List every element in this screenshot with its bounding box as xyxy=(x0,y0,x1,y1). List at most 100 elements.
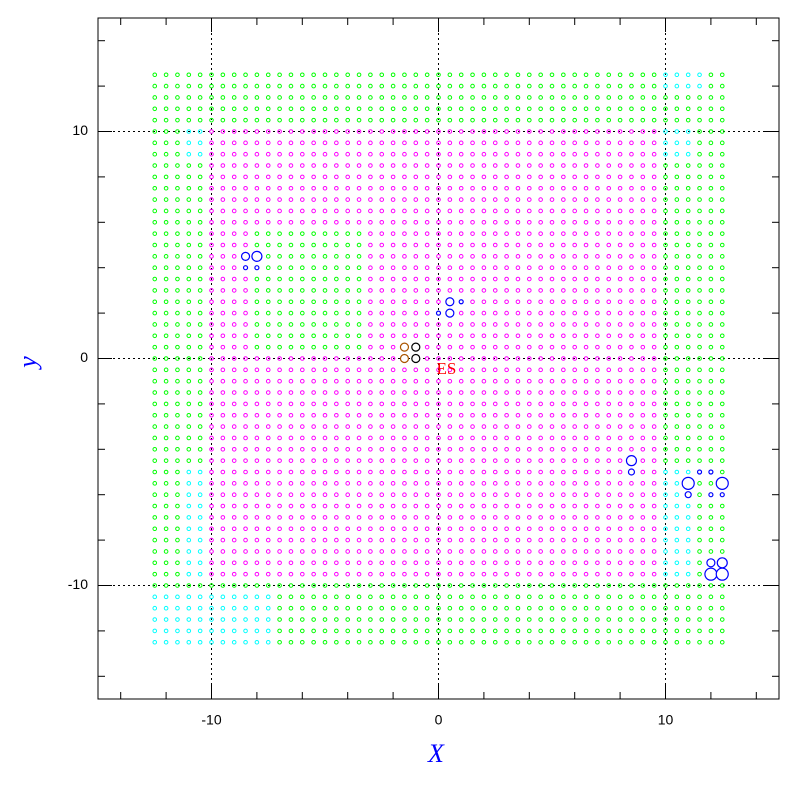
grid-point xyxy=(504,288,509,293)
grid-point xyxy=(311,220,316,225)
grid-point xyxy=(175,95,180,100)
grid-point xyxy=(345,639,351,645)
grid-point xyxy=(175,254,180,259)
grid-point xyxy=(538,617,543,622)
grid-point xyxy=(458,378,464,384)
grid-point xyxy=(220,571,226,577)
grid-point xyxy=(629,503,634,509)
grid-point xyxy=(629,583,634,588)
grid-point xyxy=(640,333,646,339)
grid-point xyxy=(322,356,328,361)
grid-point xyxy=(436,129,441,134)
grid-point xyxy=(481,378,487,384)
grid-point xyxy=(492,481,498,486)
grid-point xyxy=(334,140,339,146)
grid-point xyxy=(719,231,725,236)
grid-point xyxy=(334,242,339,248)
grid-point xyxy=(515,95,521,100)
grid-point xyxy=(152,617,158,622)
grid-point xyxy=(617,174,623,180)
grid-point xyxy=(402,537,407,543)
grid-point xyxy=(390,515,396,520)
grid-point xyxy=(322,537,328,543)
grid-point xyxy=(243,288,248,293)
grid-point xyxy=(504,412,509,418)
grid-point xyxy=(458,412,464,418)
grid-point xyxy=(231,560,237,566)
grid-point xyxy=(311,322,316,327)
grid-point xyxy=(504,83,509,89)
grid-point xyxy=(685,106,691,112)
grid-point xyxy=(595,378,600,384)
grid-point xyxy=(492,140,498,146)
grid-point xyxy=(719,72,725,78)
grid-point xyxy=(606,185,612,191)
grid-point xyxy=(685,390,691,395)
grid-point xyxy=(481,83,487,89)
grid-point xyxy=(334,231,339,236)
grid-point xyxy=(243,424,248,429)
grid-point xyxy=(492,503,498,509)
grid-point xyxy=(368,106,373,112)
grid-point xyxy=(663,242,668,248)
grid-point xyxy=(311,401,316,407)
grid-point xyxy=(640,72,646,78)
grid-point xyxy=(300,185,305,191)
grid-point xyxy=(719,140,725,146)
grid-point xyxy=(436,254,441,259)
grid-point xyxy=(322,231,328,236)
grid-point xyxy=(515,333,521,339)
grid-point xyxy=(345,265,351,271)
grid-point xyxy=(538,140,543,146)
grid-point xyxy=(356,367,362,373)
grid-point xyxy=(561,412,566,418)
grid-point xyxy=(504,469,509,475)
grid-point xyxy=(345,185,351,191)
grid-point xyxy=(708,106,714,112)
grid-point xyxy=(458,503,464,509)
grid-point xyxy=(674,458,680,463)
grid-point xyxy=(402,594,407,600)
grid-point xyxy=(231,639,237,645)
grid-point xyxy=(220,208,226,214)
grid-point xyxy=(458,129,464,134)
grid-point xyxy=(458,390,464,395)
grid-point xyxy=(311,594,316,600)
grid-point xyxy=(674,628,680,634)
grid-point xyxy=(651,299,657,305)
grid-point xyxy=(583,378,589,384)
grid-point xyxy=(390,140,396,146)
grid-point xyxy=(606,447,612,452)
grid-point xyxy=(300,83,305,89)
grid-point xyxy=(334,583,339,588)
grid-point xyxy=(300,617,305,622)
grid-point xyxy=(197,390,203,395)
grid-point xyxy=(277,231,282,236)
grid-point xyxy=(561,140,566,146)
grid-point xyxy=(504,299,509,305)
grid-point xyxy=(481,549,487,554)
grid-point xyxy=(345,333,351,339)
grid-point xyxy=(186,254,192,259)
grid-point xyxy=(209,605,214,611)
grid-point xyxy=(152,390,158,395)
grid-point xyxy=(311,288,316,293)
grid-point xyxy=(368,378,373,384)
grid-point xyxy=(697,503,702,509)
grid-point xyxy=(492,526,498,532)
grid-point xyxy=(209,481,214,486)
grid-point xyxy=(265,378,271,384)
grid-point xyxy=(640,83,646,89)
grid-point xyxy=(663,469,668,475)
grid-point xyxy=(152,140,158,146)
grid-point xyxy=(288,231,294,236)
grid-point xyxy=(458,322,464,327)
grid-point xyxy=(243,571,248,577)
grid-point xyxy=(458,231,464,236)
grid-point xyxy=(300,129,305,134)
grid-point xyxy=(663,288,668,293)
grid-point xyxy=(492,378,498,384)
grid-point xyxy=(595,424,600,429)
grid-point xyxy=(265,560,271,566)
grid-point xyxy=(163,117,169,123)
